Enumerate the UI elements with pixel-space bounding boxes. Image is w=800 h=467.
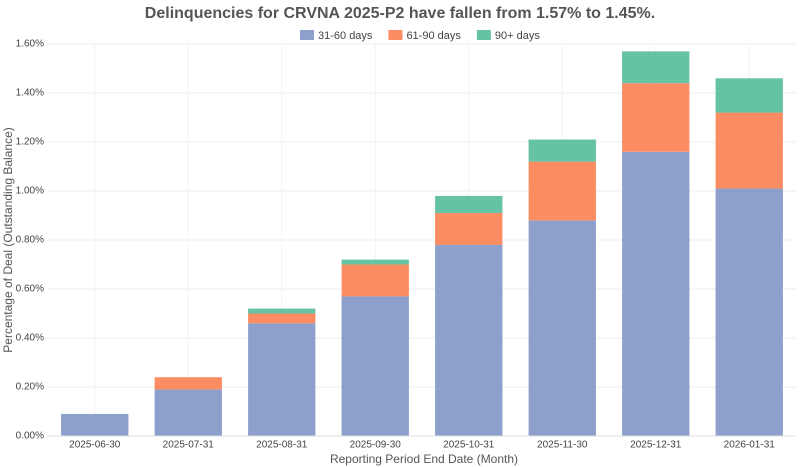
- bar-segment: [341, 296, 409, 436]
- bar-segment: [715, 78, 783, 113]
- x-axis-title: Reporting Period End Date (Month): [330, 452, 518, 466]
- bar-segment: [528, 220, 596, 436]
- bar-segment: [154, 377, 222, 390]
- x-tick-label: 2025-12-31: [630, 440, 682, 451]
- x-tick-label: 2025-08-31: [256, 440, 308, 451]
- y-axis-title: Percentage of Deal (Outstanding Balance): [1, 127, 15, 352]
- x-tick-label: 2025-07-31: [163, 440, 215, 451]
- bar-segment: [622, 151, 690, 437]
- bar-segment: [435, 213, 503, 245]
- bar-segment: [435, 195, 503, 214]
- bar-segment: [715, 112, 783, 189]
- x-tick-label: 2025-09-30: [350, 440, 402, 451]
- y-tick-label: 1.40%: [16, 88, 44, 99]
- bar-segment: [528, 139, 596, 162]
- y-tick-label: 0.40%: [16, 333, 44, 344]
- bar-segment: [622, 51, 690, 84]
- y-tick-label: 0.00%: [16, 431, 44, 442]
- y-tick-label: 0.60%: [16, 284, 44, 295]
- y-tick-label: 0.80%: [16, 235, 44, 246]
- legend-label: 61-90 days: [406, 30, 461, 42]
- chart-title: Delinquencies for CRVNA 2025-P2 have fal…: [145, 5, 655, 22]
- x-tick-label: 2025-10-31: [443, 440, 495, 451]
- y-tick-label: 0.20%: [16, 382, 44, 393]
- bar-segment: [622, 83, 690, 152]
- bar-segment: [435, 244, 503, 436]
- x-tick-label: 2025-06-30: [69, 440, 121, 451]
- y-tick-label: 1.60%: [16, 39, 44, 50]
- bar-segment: [61, 413, 129, 436]
- bar-segment: [154, 389, 222, 436]
- bar-segment: [341, 264, 409, 297]
- legend-label: 31-60 days: [318, 30, 373, 42]
- y-tick-label: 1.20%: [16, 137, 44, 148]
- x-tick-label: 2025-11-30: [537, 440, 588, 451]
- x-tick-label: 2026-01-31: [724, 440, 776, 451]
- bar-segment: [528, 161, 596, 221]
- legend-swatch: [476, 30, 491, 40]
- legend-label: 90+ days: [495, 30, 540, 42]
- bar-segment: [248, 308, 316, 314]
- bar-segment: [715, 188, 783, 436]
- legend-swatch: [300, 30, 314, 40]
- bar-segment: [248, 313, 316, 324]
- y-tick-label: 1.00%: [16, 186, 44, 197]
- bar-segment: [341, 259, 409, 265]
- legend-swatch: [388, 30, 403, 40]
- bar-segment: [248, 323, 316, 436]
